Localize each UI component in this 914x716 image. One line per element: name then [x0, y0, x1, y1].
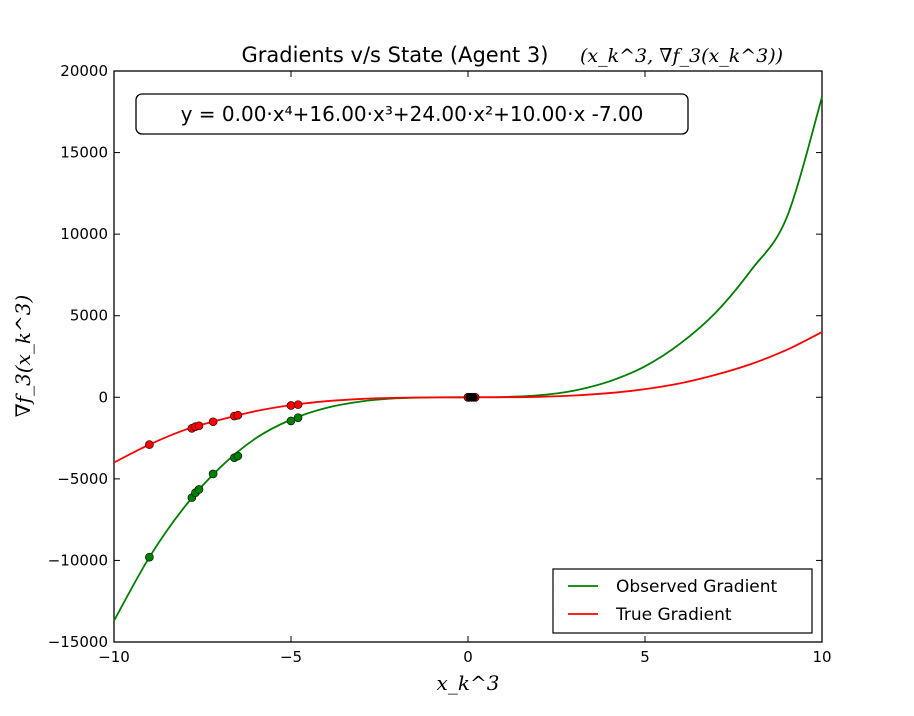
y-tick-label: 15000: [60, 144, 108, 162]
y-tick-label: −5000: [57, 470, 108, 488]
equation-box-frame: [135, 93, 689, 135]
legend-frame: [552, 568, 813, 634]
data-point-true: [293, 400, 303, 409]
data-point-true: [145, 440, 154, 449]
data-point-extra: [469, 392, 478, 402]
y-tick-label: −15000: [48, 633, 108, 651]
x-axis-ticks: −10 −5 0 5 10: [98, 71, 832, 666]
plot-area: −10 −5 0 5 10 −15000 −10000 −5000 0 5000 10000 150…: [48, 62, 832, 666]
legend: Observed Gradient True Gradient: [552, 568, 813, 634]
series-curves: [113, 96, 823, 622]
data-point-observed: [145, 552, 154, 562]
y-tick-label: 5000: [70, 307, 108, 325]
legend-label-observed: Observed Gradient: [616, 577, 778, 597]
data-point-true: [194, 421, 204, 431]
data-point-observed: [286, 416, 296, 426]
y-tick-label: −10000: [48, 551, 108, 569]
x-tick-label: −10: [98, 648, 130, 666]
plot-frame: [113, 70, 823, 643]
x-tick-label: 10: [812, 648, 831, 666]
y-axis-label: ∇f_3(x_k^3): [11, 295, 35, 418]
data-point-true: [286, 401, 296, 410]
x-axis-label: x_k^3: [437, 671, 500, 695]
chart-title: Gradients v/s State (Agent 3): [242, 43, 549, 67]
y-axis-ticks: −15000 −10000 −5000 0 5000 10000 15000 20000: [48, 62, 822, 651]
x-tick-label: 5: [640, 648, 650, 666]
equation-text: y = 0.00·x⁴+16.00·x³+24.00·x²+10.00·x -7…: [181, 102, 644, 126]
y-tick-label: 0: [98, 388, 108, 406]
data-point-observed: [194, 485, 204, 494]
data-point-observed: [233, 451, 243, 461]
equation-box: y = 0.00·x⁴+16.00·x³+24.00·x²+10.00·x -7…: [135, 93, 689, 135]
data-point-observed: [293, 413, 303, 422]
data-point-true: [233, 410, 243, 420]
series-line-observed: [113, 96, 823, 622]
data-point-observed: [208, 469, 218, 479]
y-tick-label: 10000: [60, 225, 108, 243]
data-point-true: [208, 417, 218, 427]
x-tick-label: 0: [463, 648, 473, 666]
y-tick-label: 20000: [60, 62, 108, 80]
x-tick-label: −5: [280, 648, 302, 666]
legend-label-true: True Gradient: [615, 605, 732, 625]
chart-title-math: (x_k^3, ∇f_3(x_k^3)): [580, 45, 783, 67]
series-points: [145, 392, 480, 562]
